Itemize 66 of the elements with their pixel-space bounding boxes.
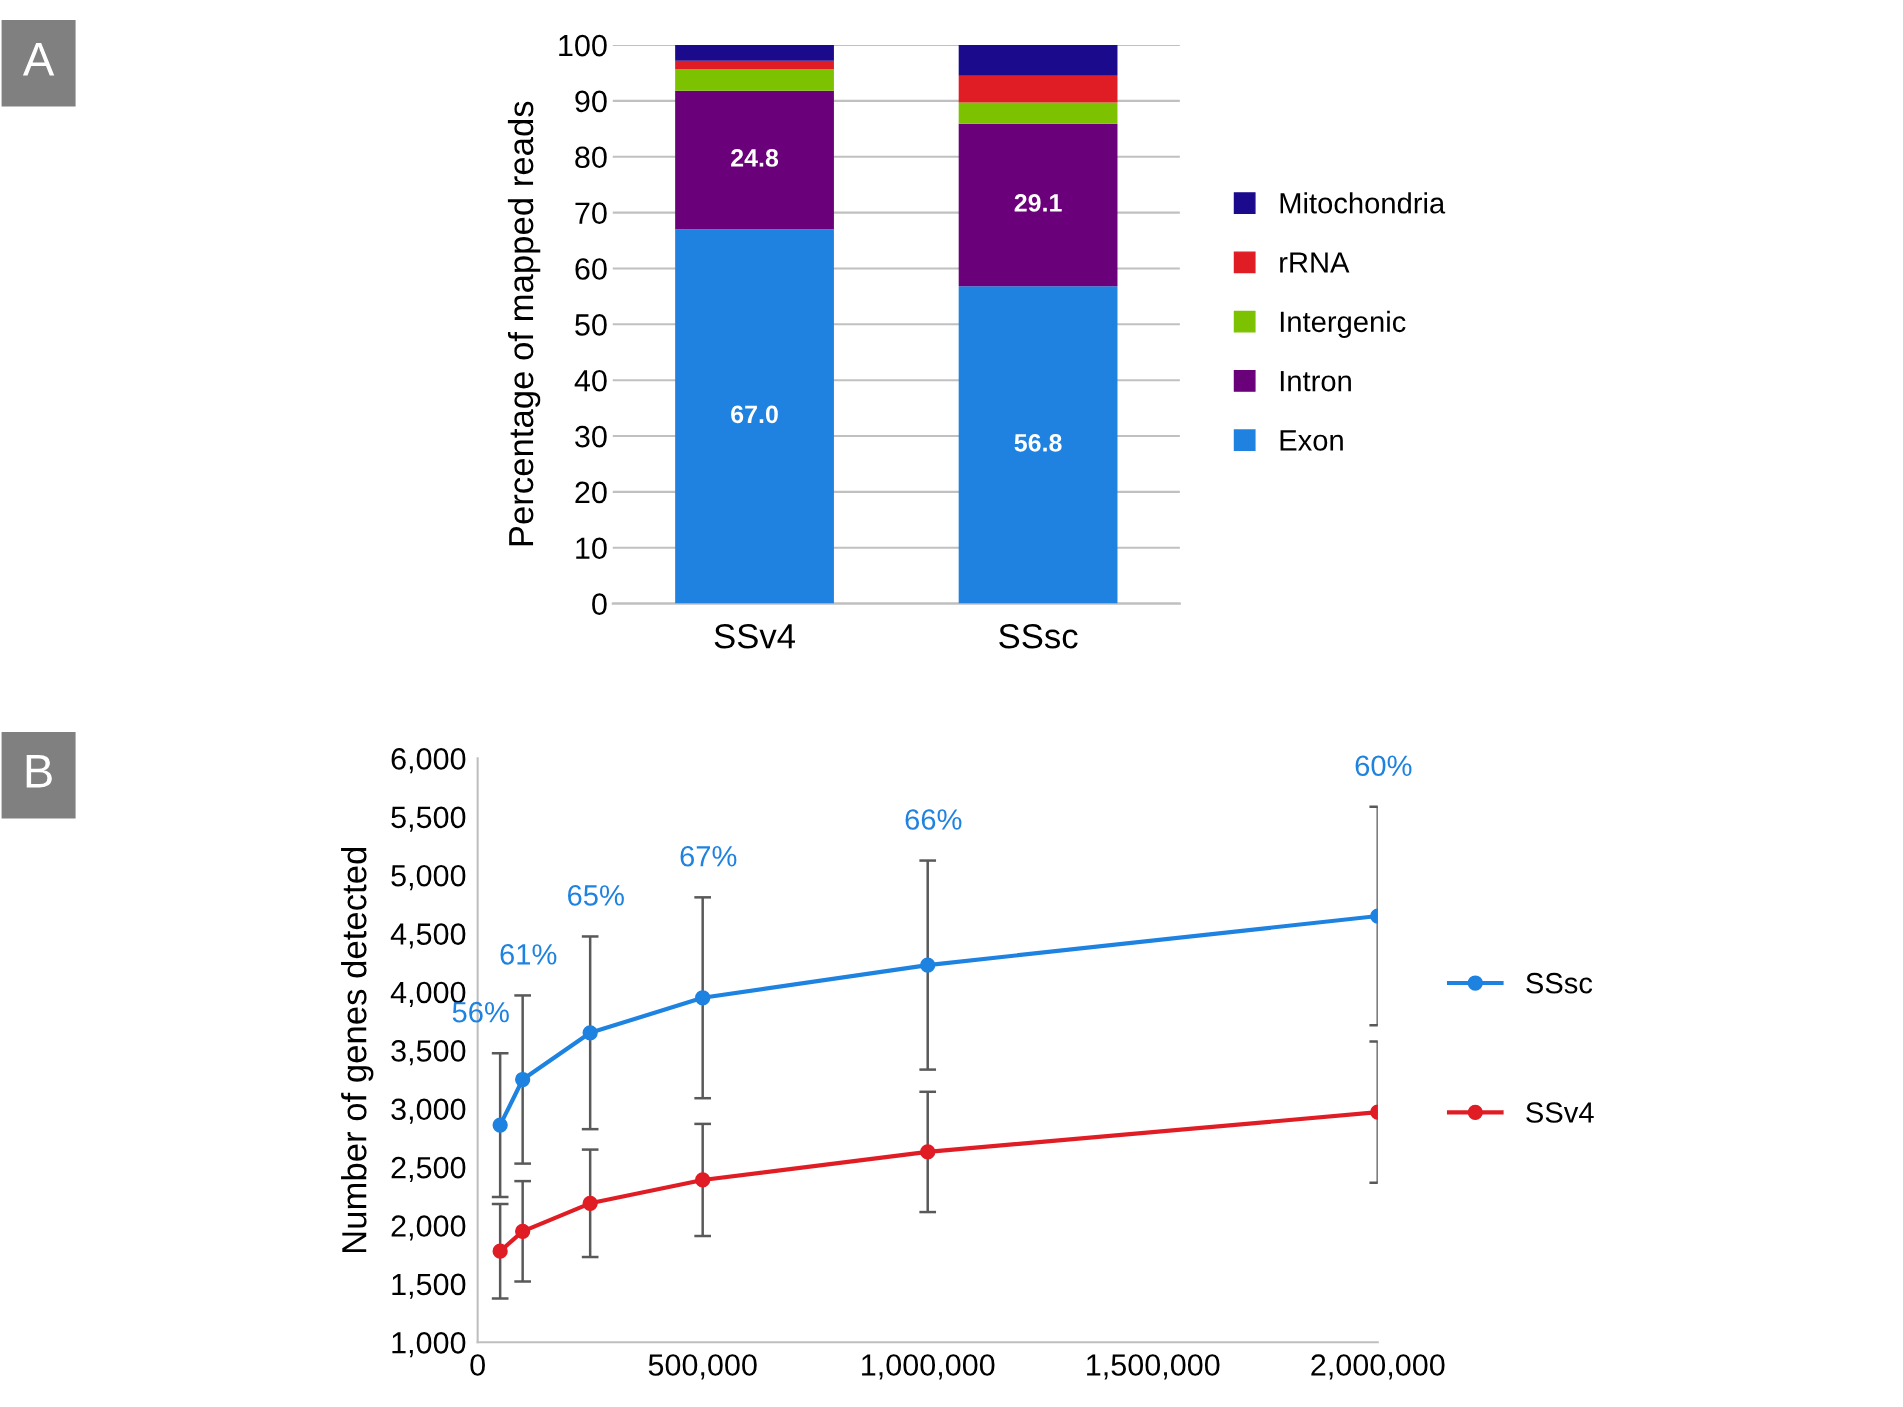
y-tick-label: 100 (559, 34, 607, 57)
y-tick-label: 40 (574, 369, 607, 392)
y-tick-label: 50 (575, 314, 607, 336)
y-tick-label: 4,500 (390, 923, 466, 949)
bar (958, 123, 1118, 287)
bar (675, 45, 834, 61)
point (515, 1071, 531, 1088)
point (695, 990, 711, 1006)
y-tick-label: 70 (575, 202, 607, 224)
annotation: 67% (680, 845, 737, 867)
data-label: 29.1 (1014, 194, 1062, 212)
y-tick-label: 90 (575, 90, 607, 113)
point (920, 1144, 936, 1160)
x-tick-label: 500,000 (648, 1354, 757, 1380)
y-tick-label: 6,000 (391, 748, 466, 774)
y-tick-label: 30 (575, 425, 607, 448)
y-tick-label: 60 (575, 258, 607, 280)
y-axis-title: Percentage of mapped reads (507, 101, 541, 546)
y-tick-label: 20 (575, 481, 607, 504)
bar (675, 229, 834, 604)
y-tick-label: 2,500 (391, 1156, 466, 1183)
y-tick-label: 5,000 (391, 864, 466, 891)
annotation: 61% (500, 944, 557, 965)
data-label: 24.8 (731, 149, 779, 167)
y-tick-label: 0 (592, 593, 607, 615)
point (492, 1243, 508, 1259)
y-tick-label: 1,000 (392, 1332, 466, 1358)
annotation: 65% (568, 885, 624, 906)
legend-label: SSsc (1526, 972, 1593, 994)
annotation: 66% (905, 809, 962, 830)
x-tick-label: 0 (470, 1354, 485, 1376)
point (582, 1195, 598, 1211)
y-tick-label: 3,000 (391, 1098, 466, 1124)
bar (675, 69, 834, 91)
legend-label: Exon (1280, 430, 1343, 451)
point (515, 1223, 531, 1239)
text: A (22, 43, 55, 76)
data-label: 56.8 (1014, 433, 1062, 452)
x-tick-label: 1,000,000 (862, 1354, 995, 1380)
legend-label: Intron (1280, 371, 1351, 392)
legend-label: rRNA (1280, 252, 1350, 273)
y-tick-label: 80 (575, 146, 607, 169)
point (695, 1172, 711, 1188)
data-label: 67.0 (731, 405, 778, 424)
legend-label: Mitochondria (1280, 192, 1446, 214)
legend-label: SSv4 (1526, 1102, 1594, 1123)
point (492, 1117, 508, 1133)
y-tick-label: 10 (576, 537, 607, 560)
y-axis-title: Number of genes detected (341, 847, 374, 1253)
text: B (26, 754, 52, 788)
bar (958, 102, 1118, 124)
x-tick-label: 2,000,000 (1311, 1354, 1445, 1380)
legend-label: Intergenic (1280, 310, 1406, 338)
x-tick-label: 1,500,000 (1087, 1354, 1220, 1380)
bar (958, 45, 1118, 76)
y-tick-label: 5,500 (391, 806, 466, 832)
annotation: 60% (1355, 755, 1412, 777)
bar (958, 286, 1118, 604)
point (582, 1025, 598, 1041)
point (920, 957, 936, 973)
bar (958, 75, 1118, 103)
y-tick-label: 2,000 (391, 1215, 466, 1241)
y-tick-label: 3,500 (391, 1040, 466, 1066)
bar (675, 60, 834, 70)
bar (675, 90, 834, 230)
y-tick-label: 1,500 (392, 1273, 466, 1299)
